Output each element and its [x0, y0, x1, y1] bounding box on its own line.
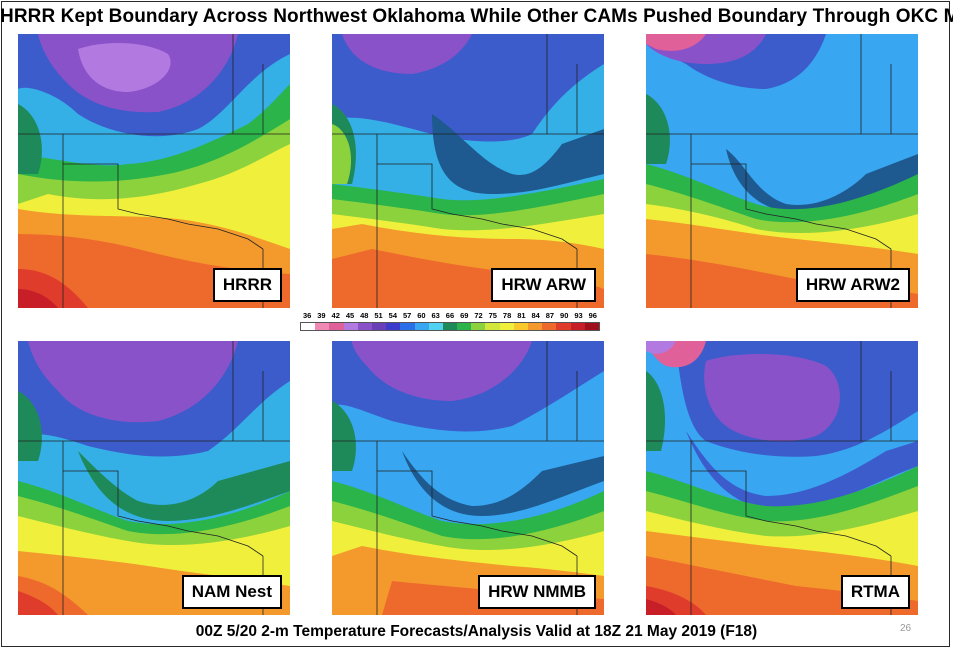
model-label: HRW ARW	[491, 268, 596, 302]
map-panel-hrw-arw2: HRW ARW2	[646, 34, 918, 308]
colorbar-tick-label: 69	[460, 311, 469, 320]
colorbar-swatch	[329, 323, 344, 330]
colorbar-tick-label: 90	[560, 311, 569, 320]
map-panel-nam-nest: NAM Nest	[18, 341, 290, 615]
slide-number: 26	[900, 623, 912, 634]
model-label: HRW ARW2	[795, 268, 910, 302]
colorbar-swatch	[371, 323, 387, 330]
model-label: RTMA	[840, 575, 910, 609]
colorbar-swatch	[442, 323, 458, 330]
colorbar-tick-label: 63	[431, 311, 440, 320]
colorbar-swatch	[457, 323, 472, 330]
colorbar-tick-label: 54	[388, 311, 397, 320]
map-panel-hrw-nmmb: HRW NMMB	[332, 341, 604, 615]
temperature-colorbar: 36 39 42 45 48 51 54 57 60 63 66 69 72 75 78 81 84 87 90 93…	[300, 311, 600, 335]
colorbar-swatch	[485, 323, 500, 330]
map-panel-hrrr: HRRR	[18, 34, 290, 308]
colorbar-tick-label: 93	[574, 311, 583, 320]
colorbar-swatch	[528, 323, 543, 330]
colorbar-tick-label: 84	[531, 311, 540, 320]
colorbar-swatch	[556, 323, 571, 330]
temperature-map	[18, 34, 290, 308]
colorbar-swatch	[428, 323, 443, 330]
colorbar-tick-label: 78	[502, 311, 512, 320]
temperature-map	[332, 341, 604, 615]
colorbar-swatch	[315, 323, 330, 330]
slide-title: HRRR Kept Boundary Across Northwest Okla…	[0, 6, 953, 27]
colorbar-swatch	[386, 323, 401, 330]
colorbar-swatch	[301, 323, 316, 330]
temperature-map	[18, 341, 290, 615]
colorbar-tick-label: 57	[402, 311, 412, 320]
colorbar-swatch	[570, 323, 585, 330]
colorbar-tick-label: 81	[517, 311, 526, 320]
colorbar-swatches	[300, 322, 600, 331]
colorbar-swatch	[471, 323, 486, 330]
colorbar-tick-label: 66	[445, 311, 455, 320]
colorbar-swatch	[542, 323, 557, 330]
model-label: HRW NMMB	[478, 575, 596, 609]
colorbar-swatch	[400, 323, 415, 330]
colorbar-swatch	[513, 323, 528, 330]
colorbar-tick-label: 87	[545, 311, 555, 320]
temperature-map	[646, 34, 918, 308]
colorbar-swatch	[343, 323, 358, 330]
slide-footer-caption: 00Z 5/20 2-m Temperature Forecasts/Analy…	[195, 623, 758, 640]
colorbar-tick-label: 75	[488, 311, 497, 320]
model-label: NAM Nest	[181, 575, 282, 609]
colorbar-tick-label: 72	[474, 311, 483, 320]
colorbar-tick-label: 60	[417, 311, 426, 320]
colorbar-tick-label: 96	[588, 311, 597, 320]
colorbar-tick-labels: 36 39 42 45 48 51 54 57 60 63 66 69 72 75 78 81 84 87 90 93…	[300, 311, 600, 321]
colorbar-tick-label: 51	[374, 311, 383, 320]
colorbar-tick-label: 39	[317, 311, 326, 320]
temperature-map	[332, 34, 604, 308]
colorbar-swatch	[357, 323, 372, 330]
colorbar-swatch	[499, 323, 514, 330]
colorbar-tick-label: 42	[331, 311, 340, 320]
map-panel-rtma: RTMA	[646, 341, 918, 615]
colorbar-tick-label: 45	[345, 311, 355, 320]
colorbar-tick-label: 36	[302, 311, 312, 320]
model-label: HRRR	[212, 268, 282, 302]
colorbar-tick-label: 48	[360, 311, 369, 320]
colorbar-swatch	[584, 323, 599, 330]
temperature-map	[646, 341, 918, 615]
map-panel-hrw-arw: HRW ARW	[332, 34, 604, 308]
colorbar-swatch	[414, 323, 429, 330]
